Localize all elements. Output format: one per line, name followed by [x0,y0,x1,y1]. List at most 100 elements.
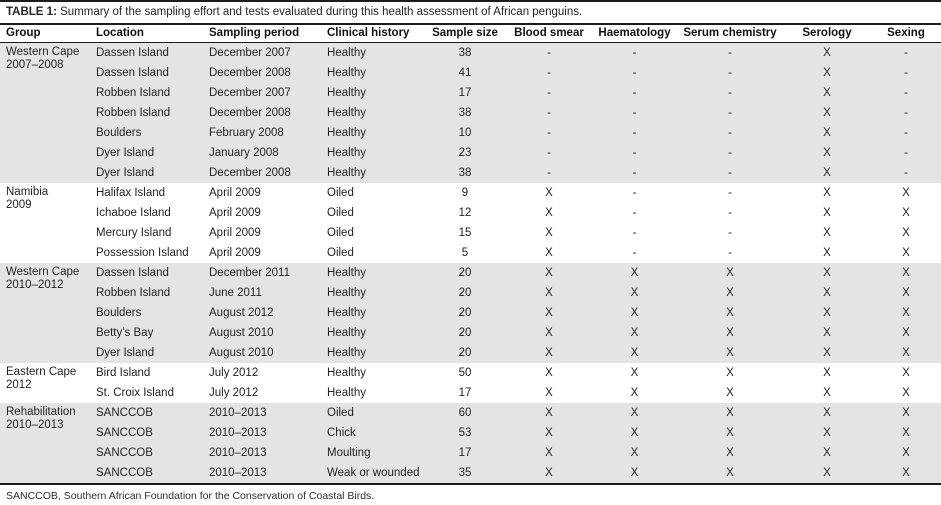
cell-serology: X [783,343,871,363]
table-row: Eastern Cape 2012 Bird Island July 2012 Heal… [0,363,941,391]
cell-haematology: X [592,323,677,343]
cell-location: Robben Island [90,103,203,123]
cell-clinical-history: Oiled [327,227,354,239]
cell-blood-smear: X [506,323,592,343]
cell-serum-chemistry: - [728,227,732,239]
cell-sampling-period: February 2008 [203,123,321,143]
cell-sexing: X [871,423,941,443]
cell-serum-chemistry: X [677,263,783,283]
cell-sampling-period: July 2012 [209,367,259,379]
cell-serum-chemistry: - [677,103,783,123]
cell-sample-size: 38 [424,163,506,183]
cell-blood-smear: - [506,143,592,163]
cell-serology: X [823,387,831,399]
cell-sexing: X [871,443,941,463]
cell-serum-chemistry: X [677,443,783,463]
table-row: Dyer Island December 2008 Healthy 38- - - X - [0,163,941,183]
cell-serology: X [783,463,871,484]
column-header-haematology: Haematology [592,24,677,43]
table-row: Robben Island December 2008 Healthy 38- - - X - [0,103,941,123]
cell-sample-size: 10 [424,123,506,143]
cell-haematology: - [592,123,677,143]
cell-serum-chemistry: - [677,63,783,83]
table-row: Namibia 2009 Halifax Island April 2009 Oiled… [0,183,941,211]
cell-serology: X [823,367,831,379]
cell-sample-size: 20 [424,323,506,343]
cell-blood-smear: X [506,423,592,443]
cell-haematology: - [592,143,677,163]
cell-blood-smear: X [545,387,553,399]
cell-sexing: - [871,83,941,103]
column-header-group: Group [0,24,90,43]
cell-serum-chemistry: - [728,207,732,219]
cell-serum-chemistry: X [677,323,783,343]
cell-serology: X [823,207,831,219]
cell-sampling-period: August 2012 [203,303,321,323]
cell-sample-size: 35 [424,463,506,484]
group-label: Western Cape 2010–2012 [0,263,90,363]
cell-clinical-history: Healthy [327,367,366,379]
column-header-sample-size: Sample size [424,24,506,43]
column-header-clinical-history: Clinical history [321,24,424,43]
cell-sample-size: 12 [458,207,472,219]
cell-serology: X [783,42,871,63]
cell-haematology: X [592,443,677,463]
cell-serum-chemistry: X [677,303,783,323]
cell-clinical-history: Healthy [321,303,424,323]
column-header-blood-smear: Blood smear [506,24,592,43]
cell-blood-smear: - [506,42,592,63]
group-name: Rehabilitation [6,406,76,418]
cell-serology: X [783,263,871,283]
cell-location: Boulders [90,303,203,323]
group-period: 2012 [6,379,32,391]
cell-serum-chemistry: X [677,343,783,363]
cell-blood-smear: X [545,227,553,239]
cell-sampling-period: July 2012 [209,387,259,399]
cell-blood-smear: X [506,443,592,463]
cell-location: SANCCOB [90,443,203,463]
cell-blood-smear: X [545,367,553,379]
cell-sexing: - [871,103,941,123]
column-header-sexing: Sexing [871,24,941,43]
table-row: SANCCOB 2010–2013 Weak or wounded 35 X X X X X [0,463,941,484]
cell-serology: X [783,163,871,183]
cell-sample-size: 20 [424,283,506,303]
cell-location: SANCCOB [90,423,203,443]
table-row: Dyer Island January 2008 Healthy 23- - - X - [0,143,941,163]
cell-serology: X [783,143,871,163]
cell-haematology: - [592,83,677,103]
group-name: Namibia [6,186,49,198]
cell-clinical-history: Healthy [321,343,424,363]
cell-sexing: X [871,403,941,423]
cell-sexing: X [871,463,941,484]
cell-sexing: X [871,263,941,283]
cell-sample-size: 5 [461,247,469,259]
group-period: 2010–2013 [6,419,64,431]
cell-clinical-history: Healthy [321,63,424,83]
cell-location: Possession Island [96,247,189,259]
table-row: Robben Island December 2007 Healthy 17- - - X - [0,83,941,103]
cell-sexing: X [902,207,910,219]
table-row: Boulders August 2012 Healthy 20 X X X X X [0,303,941,323]
table-caption: TABLE 1: Summary of the sampling effort … [0,2,941,23]
cell-blood-smear: - [506,123,592,143]
cell-sample-size: 38 [424,42,506,63]
cell-serology: X [783,443,871,463]
table-row: Robben Island June 2011 Healthy 20 X X X X X [0,283,941,303]
group-name: Eastern Cape [6,366,77,378]
cell-haematology: X [592,283,677,303]
cell-sampling-period: December 2008 [203,163,321,183]
cell-sample-size: 53 [424,423,506,443]
cell-blood-smear: - [506,83,592,103]
cell-location: SANCCOB [90,463,203,484]
cell-sexing: - [871,123,941,143]
table-row: Western Cape 2010–2012 Dassen Island Decemb… [0,263,941,363]
cell-serum-chemistry: X [677,423,783,443]
cell-haematology: - [632,247,637,259]
cell-location: Betty’s Bay [90,323,203,343]
group-period: 2007–2008 [6,59,64,71]
cell-sexing: - [871,163,941,183]
cell-sexing: X [871,303,941,323]
cell-location: Ichaboe Island [96,207,171,219]
cell-sampling-period: December 2008 [203,103,321,123]
